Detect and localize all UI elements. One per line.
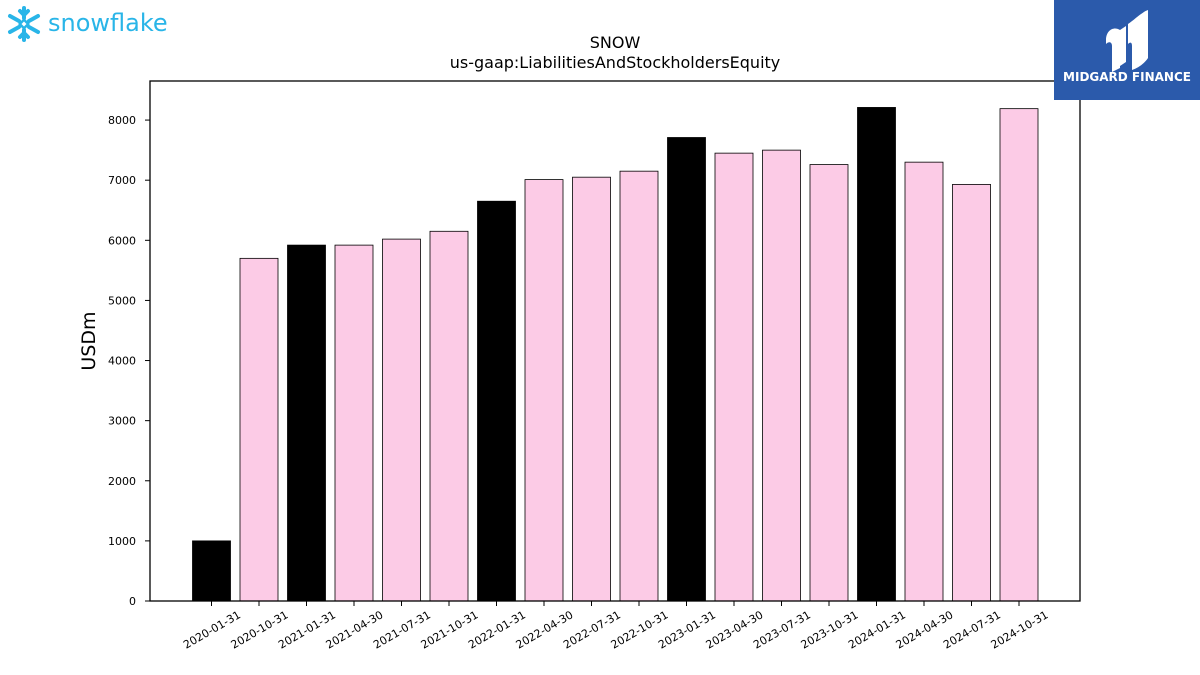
bar-2023-04-30 [714,152,754,602]
y-tick-label: 3000 [108,415,136,428]
y-tick-label: 0 [129,595,136,608]
plot-frame [149,80,1081,602]
bar-2023-01-31 [667,137,706,602]
bars-group [192,107,1039,602]
bar-2022-10-31 [619,170,659,602]
bar-2022-01-31 [477,200,516,602]
bar-2023-07-31 [762,149,801,602]
bar-2020-01-31 [192,540,231,602]
midgard-logo-text: MIDGARD FINANCE [1063,70,1191,84]
snowflake-logo: snowflake [4,4,184,48]
bar-2024-10-31 [999,108,1039,602]
midgard-logo-mark-icon: MIDGARD FINANCE [1063,10,1191,84]
bar-2021-07-31 [382,238,421,602]
chart-title: SNOW [590,33,641,52]
y-tick-label: 8000 [108,114,136,127]
bar-2024-04-30 [904,161,944,602]
bar-2022-04-30 [524,179,564,602]
bar-2021-10-31 [429,230,469,602]
y-tick-label: 6000 [108,234,136,247]
y-ticks-group: 0 1000 2000 3000 4000 5000 6000 7000 8000 [108,114,150,608]
bar-2021-01-31 [287,244,326,602]
x-ticks-group: 2020-01-312020-10-312021-01-312021-04-30… [181,601,1051,652]
bar-2022-07-31 [572,176,611,602]
bar-2024-07-31 [952,183,991,602]
y-tick-label: 2000 [108,475,136,488]
y-tick-label: 4000 [108,355,136,368]
y-tick-label: 1000 [108,535,136,548]
snowflake-logo-text: snowflake [48,9,168,37]
y-tick-label: 7000 [108,174,136,187]
snowflake-icon: snowflake [8,6,168,42]
bar-2024-01-31 [857,107,896,602]
bar-2023-10-31 [809,164,849,602]
chart-subtitle: us-gaap:LiabilitiesAndStockholdersEquity [450,53,781,72]
y-axis-label: USDm [78,311,100,370]
bar-2020-10-31 [239,257,279,602]
bar-2021-04-30 [334,244,374,602]
y-tick-label: 5000 [108,294,136,307]
midgard-finance-logo: MIDGARD FINANCE [1054,0,1200,100]
